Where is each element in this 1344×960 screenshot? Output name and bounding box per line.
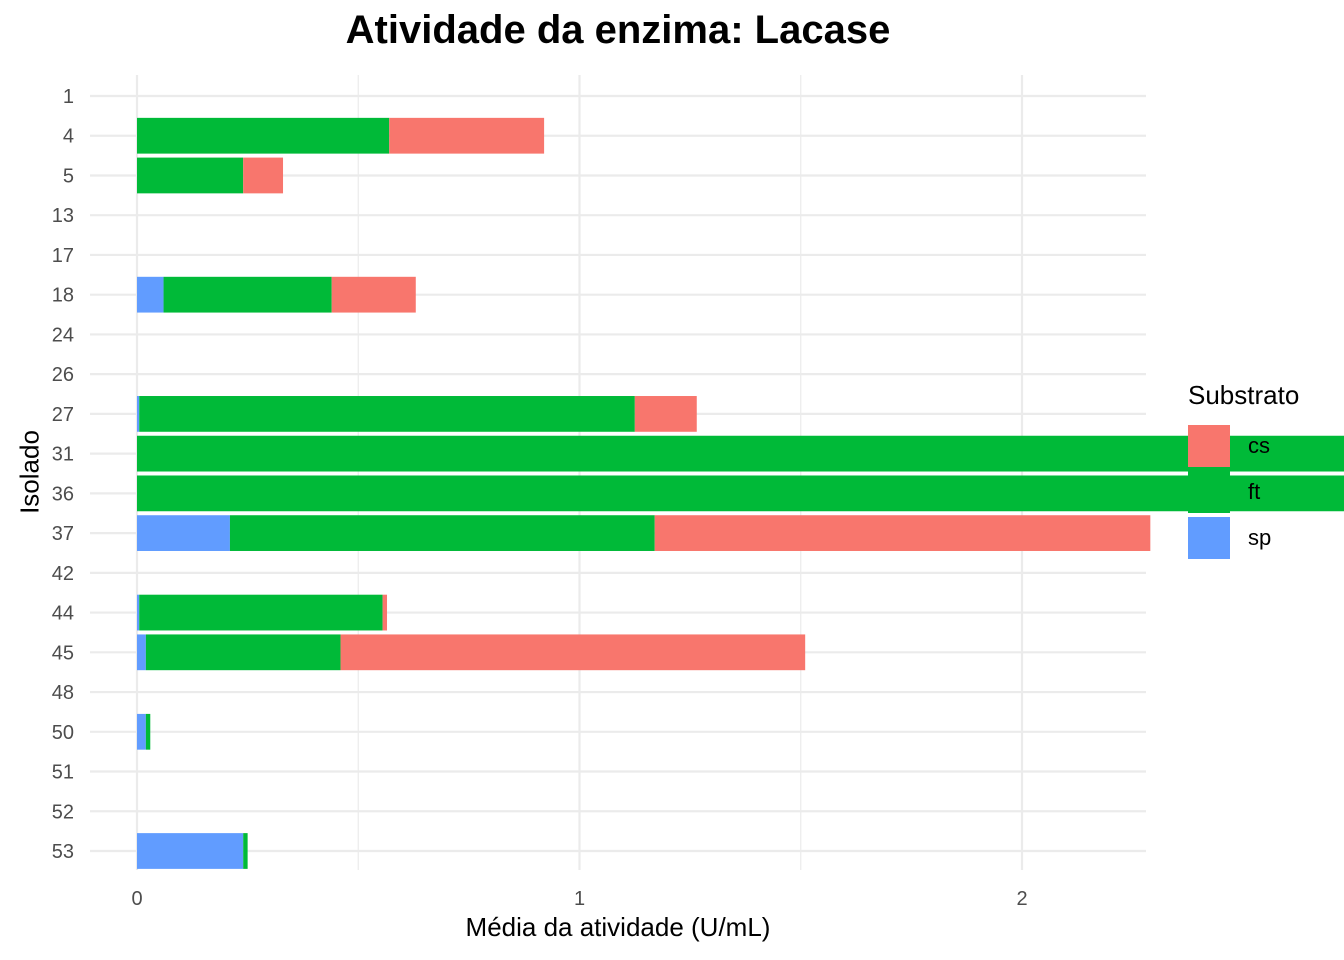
bar-ft-45	[145, 634, 341, 671]
bar-cs-44	[382, 594, 388, 631]
legend-item-ft: ft	[1188, 469, 1299, 515]
bar-ft-50	[145, 713, 151, 750]
bar-cs-18	[331, 276, 416, 313]
y-tick-label: 26	[52, 364, 74, 386]
y-axis-label: Isolado	[14, 430, 45, 514]
bar-ft-27	[139, 396, 635, 432]
y-tick-label: 13	[52, 205, 74, 227]
bar-ft-37	[229, 515, 655, 551]
x-tick-labels: 01234	[131, 888, 1027, 910]
legend-swatch-cs	[1188, 425, 1230, 467]
bar-sp-44	[137, 594, 140, 631]
minor-gridlines	[357, 75, 802, 870]
bar-sp-50	[137, 713, 146, 750]
y-tick-label: 4	[63, 126, 74, 148]
bar-cs-4	[389, 117, 545, 154]
y-tick-label: 5	[63, 165, 74, 187]
bar-sp-18	[137, 276, 164, 313]
bar-ft-4	[137, 117, 390, 154]
bar-ft-31	[137, 435, 1344, 472]
bar-sp-27	[137, 396, 140, 432]
y-tick-label: 18	[52, 285, 74, 307]
x-tick-label: 1	[574, 888, 585, 910]
bar-ft-5	[137, 157, 244, 194]
y-tick-label: 44	[52, 603, 74, 625]
legend-label-sp: sp	[1248, 525, 1272, 550]
bar-ft-53	[243, 833, 248, 869]
y-tick-label: 51	[52, 762, 74, 784]
x-tick-label: 0	[131, 888, 142, 910]
y-tick-label: 53	[52, 841, 74, 863]
bar-ft-44	[139, 594, 383, 631]
bar-layer	[137, 117, 1344, 869]
y-tick-label: 1	[63, 86, 74, 108]
legend: Substrato cs ft sp	[1188, 380, 1299, 561]
major-gridlines	[90, 75, 1146, 870]
legend-item-sp: sp	[1188, 515, 1299, 561]
y-tick-label: 17	[52, 245, 74, 267]
legend-label-ft: ft	[1248, 479, 1261, 504]
bar-cs-27	[634, 396, 697, 432]
bar-cs-45	[340, 634, 806, 671]
y-tick-label: 45	[52, 642, 74, 664]
y-tick-label: 24	[52, 324, 74, 346]
y-tick-label: 42	[52, 563, 74, 585]
y-tick-label: 37	[52, 523, 74, 545]
x-axis-label: Média da atividade (U/mL)	[465, 912, 771, 942]
y-tick-label: 52	[52, 801, 74, 823]
y-axis-label-container: Isolado	[0, 0, 60, 960]
bar-ft-18	[163, 276, 332, 313]
bar-cs-5	[243, 157, 284, 194]
x-tick-label: 2	[1016, 888, 1027, 910]
y-tick-label: 31	[52, 444, 74, 466]
y-tick-label: 36	[52, 483, 74, 505]
legend-item-cs: cs	[1188, 423, 1299, 469]
legend-title: Substrato	[1188, 380, 1300, 410]
bar-sp-45	[137, 634, 146, 671]
y-tick-label: 50	[52, 722, 74, 744]
bar-ft-36	[137, 475, 1344, 512]
legend-swatch-ft	[1188, 471, 1230, 513]
bar-sp-53	[137, 833, 244, 869]
legend-label-cs: cs	[1248, 433, 1270, 458]
bar-cs-37	[654, 515, 1151, 551]
bar-sp-37	[137, 515, 230, 551]
legend-swatch-sp	[1188, 517, 1230, 559]
chart-title: Atividade da enzima: Lacase	[345, 8, 891, 52]
y-tick-label: 48	[52, 682, 74, 704]
y-tick-label: 27	[52, 404, 74, 426]
